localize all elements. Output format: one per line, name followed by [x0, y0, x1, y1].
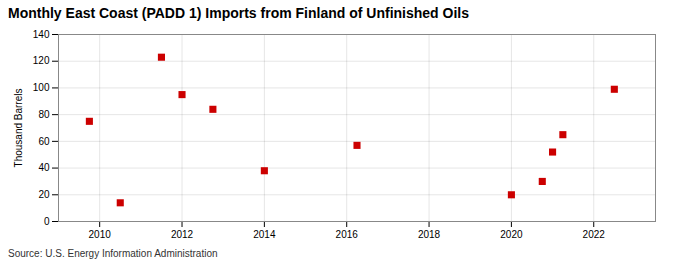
svg-text:0: 0 — [44, 216, 50, 227]
svg-text:40: 40 — [38, 162, 50, 173]
html-text:Monthly East Coast (PADD 1) Im: Monthly East Coast (PADD 1) Imports from… — [8, 5, 469, 21]
svg-text:2010: 2010 — [89, 229, 112, 240]
svg-text:100: 100 — [33, 82, 50, 93]
svg-text:Thousand Barrels: Thousand Barrels — [13, 89, 24, 168]
svg-text:2020: 2020 — [500, 229, 523, 240]
svg-text:140: 140 — [33, 29, 50, 40]
svg-text:80: 80 — [38, 109, 50, 120]
svg-text:20: 20 — [38, 189, 50, 200]
svg-text:2012: 2012 — [171, 229, 194, 240]
svg-text:2016: 2016 — [336, 229, 359, 240]
html-text:Source: U.S. Energy Informatio: Source: U.S. Energy Information Administ… — [8, 248, 218, 259]
svg-text:2014: 2014 — [253, 229, 276, 240]
svg-text:120: 120 — [33, 55, 50, 66]
svg-text:60: 60 — [38, 136, 50, 147]
svg-text:2018: 2018 — [418, 229, 441, 240]
svg-text:2022: 2022 — [583, 229, 606, 240]
